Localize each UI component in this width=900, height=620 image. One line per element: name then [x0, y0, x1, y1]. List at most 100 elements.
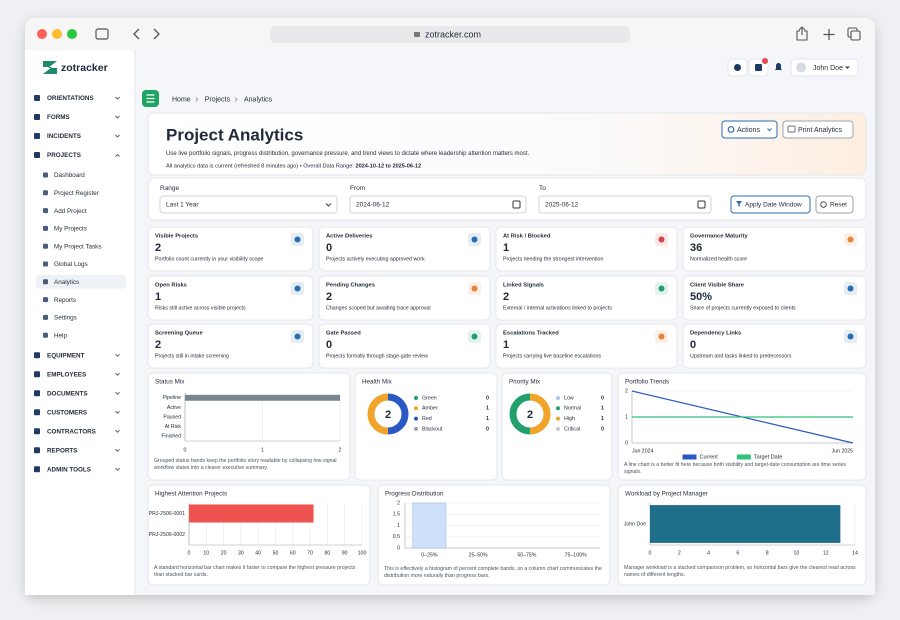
legend-label: High: [564, 416, 575, 422]
nav-item[interactable]: Settings: [54, 315, 77, 322]
data-status: All analytics data is current (refreshed…: [166, 164, 421, 170]
kpi-label: Dependency Links: [690, 331, 741, 337]
nav-item[interactable]: My Project Tasks: [54, 243, 101, 250]
nav-item[interactable]: Global Logs: [54, 261, 88, 268]
kpi-card: [682, 275, 867, 321]
back-button[interactable]: [133, 28, 140, 40]
y-tick-label: Pipeline: [163, 395, 182, 401]
kpi-card: [318, 275, 491, 321]
x-tick-label: 14: [852, 550, 858, 556]
chart-title: Workload by Project Manager: [625, 491, 708, 498]
nav-sub-icon: [43, 172, 48, 178]
nav-sub-icon: [43, 225, 48, 231]
chart-note: This is effectively a histogram of perce…: [384, 566, 602, 579]
nav-chevron: [115, 410, 120, 414]
tasks-badge: [762, 58, 768, 64]
nav-section[interactable]: ADMIN TOOLS: [47, 466, 91, 473]
x-tick-label: 0: [188, 550, 191, 556]
nav-section[interactable]: CONTRACTORS: [47, 428, 96, 435]
kpi-desc: Projects actively executing approved wor…: [326, 256, 425, 262]
kpi-card: [495, 226, 678, 272]
from-date-input[interactable]: [349, 195, 527, 214]
lock-icon: [414, 32, 420, 37]
nav-item[interactable]: Help: [54, 332, 67, 339]
chart-title: Priority Mix: [509, 379, 541, 386]
nav-icon: [34, 371, 40, 378]
user-menu[interactable]: [790, 58, 859, 77]
user-caret: [845, 66, 850, 69]
kpi-label: Escalations Tracked: [503, 331, 559, 337]
nav-section[interactable]: ORIENTATIONS: [47, 95, 94, 102]
y-tick-label: 1.5: [393, 512, 400, 518]
nav-section[interactable]: EMPLOYEES: [47, 371, 86, 378]
range-select[interactable]: [159, 195, 338, 214]
nav-item[interactable]: Add Project: [54, 208, 87, 215]
nav-item[interactable]: Project Register: [54, 190, 99, 197]
kpi-value: 2: [155, 242, 161, 254]
kpi-value: 1: [503, 339, 509, 351]
print-button[interactable]: [782, 120, 854, 139]
legend-dot: [414, 406, 418, 411]
calendar-icon: [697, 200, 706, 209]
chart-title: Health Mix: [362, 379, 393, 386]
x-tick-label: 30: [238, 550, 244, 556]
share-button[interactable]: [796, 26, 808, 41]
y-tick-label: Paused: [163, 414, 181, 420]
kpi-desc: Changes scoped but awaiting trace approv…: [326, 305, 431, 311]
close-button[interactable]: [37, 29, 47, 39]
legend-dot: [556, 426, 560, 431]
kpi-card: [495, 275, 678, 321]
legend-value: 1: [601, 416, 604, 422]
kpi-desc: Projects still in intake screening: [155, 353, 229, 359]
minimize-button[interactable]: [52, 29, 62, 39]
y-tick-label: PRJ-2506-0001: [149, 511, 185, 517]
nav-section[interactable]: PROJECTS: [47, 152, 81, 159]
nav-section[interactable]: FORMS: [47, 114, 70, 121]
kpi-icon: [471, 236, 478, 243]
nav-chevron: [115, 353, 120, 357]
kpi-desc: Projects needing the strongest intervent…: [503, 256, 603, 262]
kpi-card: [682, 323, 867, 369]
to-date-input[interactable]: [538, 195, 712, 214]
nav-item[interactable]: My Projects: [54, 226, 87, 233]
nav-item[interactable]: Analytics: [54, 279, 79, 286]
y-tick-label: 2: [397, 500, 400, 506]
nav-item[interactable]: Dashboard: [54, 172, 85, 179]
nav-section[interactable]: REPORTS: [47, 447, 77, 454]
nav-section[interactable]: EQUIPMENT: [47, 352, 85, 359]
breadcrumb-item[interactable]: Home: [172, 96, 191, 103]
forward-button[interactable]: [153, 28, 160, 40]
actions-button[interactable]: [721, 120, 778, 139]
kpi-label: At Risk / Blocked: [503, 234, 551, 240]
filter-icon: [736, 201, 742, 207]
y-tick-label: John Doe: [624, 521, 646, 527]
reset-button[interactable]: [815, 195, 854, 214]
x-tick-label: 60: [290, 550, 296, 556]
x-tick-label: 10: [794, 550, 800, 556]
kpi-card: [318, 323, 491, 369]
legend-label: Critical: [564, 426, 580, 432]
user-avatar: [796, 62, 806, 73]
kpi-label: Open Risks: [155, 283, 187, 289]
nav-section[interactable]: INCIDENTS: [47, 133, 81, 140]
notifications-button[interactable]: [775, 63, 782, 70]
nav-item[interactable]: Reports: [54, 297, 76, 304]
zoom-button[interactable]: [67, 29, 77, 39]
sidebar-toggle[interactable]: [95, 28, 109, 40]
kpi-card: [147, 323, 314, 369]
tabs-button-back: [850, 30, 861, 41]
x-tick-label: 75–100%: [565, 552, 587, 558]
new-tab-button[interactable]: [823, 29, 835, 40]
breadcrumb-item[interactable]: Projects: [205, 96, 231, 103]
reset-label: Reset: [830, 202, 847, 209]
page-subtitle: Use live portfolio signals, progress dis…: [166, 151, 530, 157]
nav-section[interactable]: CUSTOMERS: [47, 409, 87, 416]
address-bar[interactable]: [270, 26, 630, 43]
legend-value: 1: [486, 416, 489, 422]
nav-section[interactable]: DOCUMENTS: [47, 390, 88, 397]
apply-button[interactable]: [730, 195, 811, 214]
kpi-label: Active Deliveries: [326, 234, 372, 240]
print-icon: [787, 125, 796, 133]
y-tick-label: 2: [625, 388, 628, 394]
